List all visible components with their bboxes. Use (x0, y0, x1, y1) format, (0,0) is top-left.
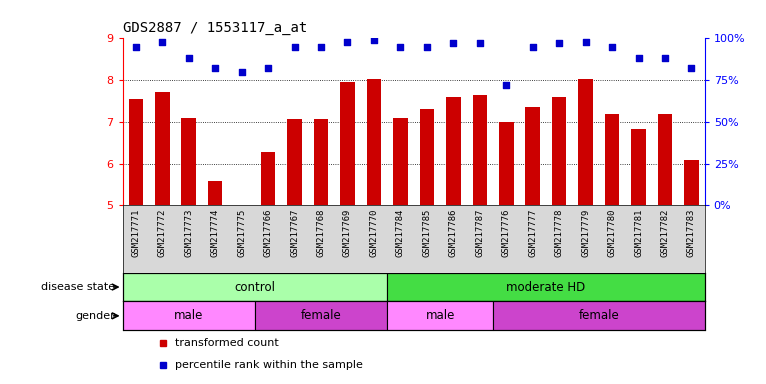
Point (315, 44, 327, 50)
Point (182, 55, 195, 61)
Point (421, 44, 433, 50)
Point (526, 44, 538, 50)
Bar (420, 109, 434, 205)
Bar (658, 114, 673, 205)
Text: GSM217773: GSM217773 (184, 209, 193, 257)
Point (553, 40, 565, 46)
Text: male: male (174, 310, 204, 322)
Bar (493, 301, 705, 330)
Bar (446, 97, 460, 205)
Point (447, 40, 460, 46)
Point (262, 65, 274, 71)
Point (659, 55, 671, 61)
Text: moderate HD: moderate HD (506, 281, 585, 293)
Point (500, 82, 512, 88)
Text: female: female (300, 310, 342, 322)
Text: GSM217781: GSM217781 (634, 209, 643, 257)
Text: gender: gender (75, 311, 115, 321)
Bar (367, 79, 381, 205)
Bar (340, 82, 355, 205)
Bar (631, 129, 646, 205)
Point (633, 55, 645, 61)
Bar (552, 97, 567, 205)
Point (686, 65, 698, 71)
Point (235, 69, 247, 75)
Text: GSM217785: GSM217785 (422, 209, 431, 257)
Point (368, 37, 380, 43)
Point (289, 44, 301, 50)
Point (129, 44, 142, 50)
Point (473, 40, 486, 46)
Point (580, 39, 592, 45)
Bar (314, 119, 329, 205)
Text: GSM217770: GSM217770 (369, 209, 378, 257)
Text: GSM217780: GSM217780 (607, 209, 617, 257)
Text: GSM217784: GSM217784 (396, 209, 405, 257)
Text: GSM217783: GSM217783 (687, 209, 696, 257)
Bar (208, 181, 222, 205)
Text: GSM217786: GSM217786 (449, 209, 458, 257)
Bar (255, 301, 387, 330)
Text: GSM217766: GSM217766 (264, 209, 273, 257)
Point (342, 39, 354, 45)
Text: GSM217771: GSM217771 (131, 209, 140, 257)
Text: GSM217777: GSM217777 (529, 209, 537, 257)
Text: transformed count: transformed count (175, 338, 279, 348)
Point (394, 44, 407, 50)
Bar (155, 92, 169, 205)
Bar (578, 79, 593, 205)
Text: GSM217768: GSM217768 (316, 209, 326, 257)
Text: GSM217775: GSM217775 (237, 209, 246, 257)
Text: GSM217776: GSM217776 (502, 209, 511, 257)
Point (156, 39, 169, 45)
Point (209, 65, 221, 71)
Text: GSM217769: GSM217769 (343, 209, 352, 257)
Text: GSM217779: GSM217779 (581, 209, 590, 257)
Bar (393, 118, 408, 205)
Bar (182, 118, 196, 205)
Bar (129, 99, 143, 205)
Point (606, 44, 618, 50)
Bar (387, 301, 493, 330)
Text: control: control (234, 281, 275, 293)
Text: disease state: disease state (41, 282, 115, 292)
Text: GSM217787: GSM217787 (475, 209, 484, 257)
Bar (473, 95, 487, 205)
Text: GSM217767: GSM217767 (290, 209, 299, 257)
Bar (123, 273, 387, 301)
Bar (287, 119, 302, 205)
Text: male: male (425, 310, 455, 322)
Text: GSM217778: GSM217778 (555, 209, 564, 257)
Text: GSM217782: GSM217782 (660, 209, 669, 257)
Bar (260, 152, 275, 205)
Bar (499, 122, 513, 205)
Text: percentile rank within the sample: percentile rank within the sample (175, 360, 363, 370)
Bar (387, 273, 705, 301)
Text: GDS2887 / 1553117_a_at: GDS2887 / 1553117_a_at (123, 21, 307, 35)
Bar (605, 114, 620, 205)
Text: GSM217772: GSM217772 (158, 209, 167, 257)
Text: female: female (578, 310, 619, 322)
Bar (684, 159, 699, 205)
Bar (123, 301, 255, 330)
Text: GSM217774: GSM217774 (211, 209, 220, 257)
Bar (525, 107, 540, 205)
